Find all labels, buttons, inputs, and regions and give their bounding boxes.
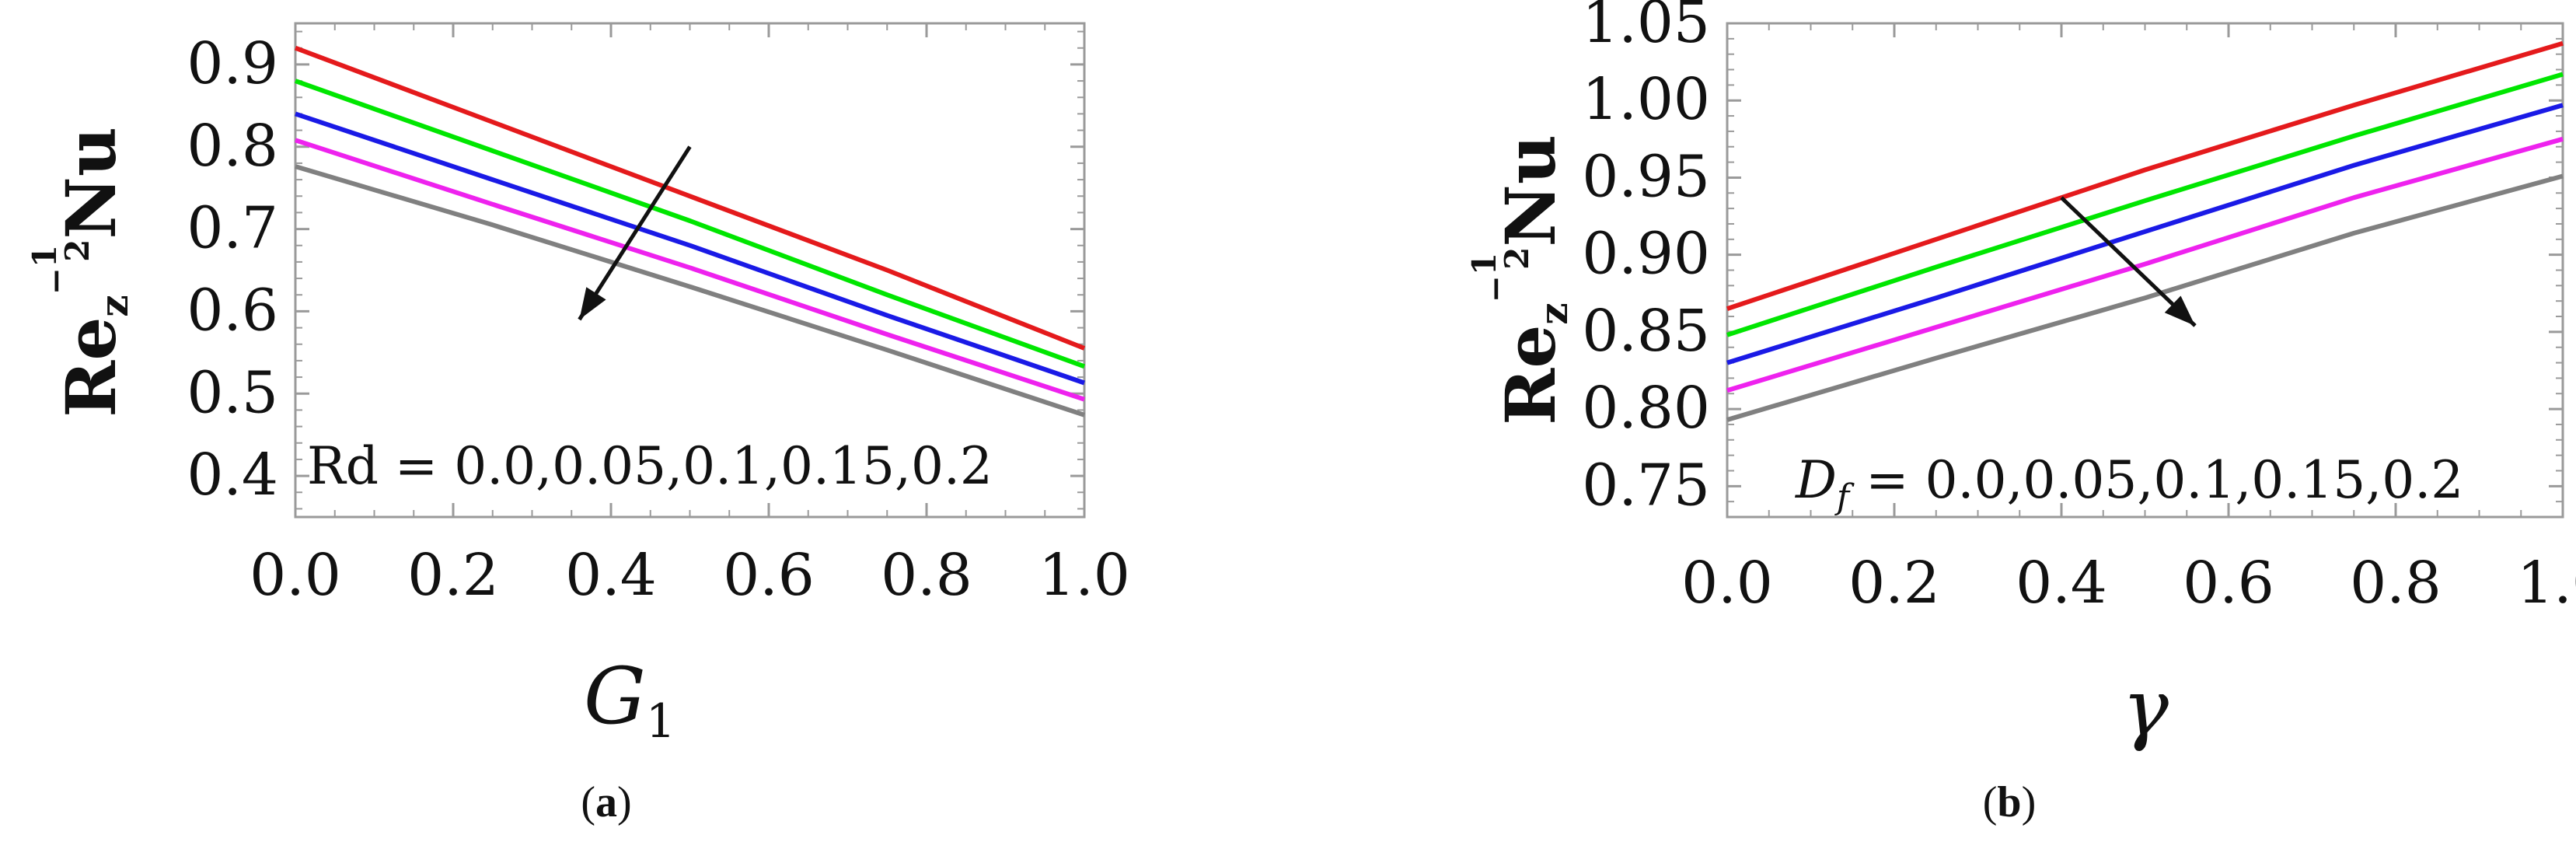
panel-b-x-tick-label: 0.2 [1848,550,1940,617]
panel-a-ylabel-minus: − [37,267,75,295]
panel-a-ylabel-base: Re [51,317,131,418]
panel-b-y-tick-label: 1.05 [1582,0,1710,56]
panel-b-y-tick-label: 0.75 [1582,452,1710,519]
panel-a-x-tick-label: 0.8 [881,542,972,609]
panel-a: 0.0 0.2 0.4 0.6 0.8 1.0 0.4 0.5 0.6 0.7 0.8 0.9 Rd … [26,22,1130,826]
panel-a-annotation: Rd = 0.0,0.05,0.1,0.15,0.2 [307,436,993,496]
panel-b-x-tick-label: 0.8 [2350,550,2442,617]
panel-a-y-tick-label: 0.6 [187,277,278,344]
panel-b-x-tick-label: 1.0 [2517,550,2576,617]
panel-b-xlabel: γ [2122,662,2169,753]
panel-b-y-tick-label: 1.00 [1582,66,1710,133]
panel-b-frame [1726,22,2564,519]
panel-b-series-line-5 [1726,173,2564,422]
panel-a-x-tick-label: 0.4 [565,542,657,609]
panel-b-ylabel-tail: Nu [1490,135,1571,246]
panel-b: 0.0 0.2 0.4 0.6 0.8 1.0 0.75 0.80 0.85 0.90 0.95 1.… [1465,0,2576,826]
panel-b-series-line-2 [1726,72,2564,337]
panel-b-annotation-values: = 0.0,0.05,0.1,0.15,0.2 [1849,450,2463,510]
panel-a-series-line-5 [295,164,1085,418]
panel-b-x-tick-label: 0.6 [2183,550,2274,617]
panel-a-y-tick-label: 0.8 [187,113,278,180]
panel-b-ylabel-sub: z [1531,302,1576,324]
panel-a-x-tick-label: 0.6 [723,542,815,609]
panel-a-ylabel-sub: z [91,295,137,316]
panel-b-x-tick-label: 0.4 [2016,550,2107,617]
panel-a-y-tick-label: 0.4 [187,442,278,508]
panel-b-annotation-symbol: D [1795,450,1837,510]
panel-b-y-tick-label: 0.85 [1582,298,1710,365]
panel-a-trend-arrow-head [579,287,606,320]
svg-text:Rez−12Nu: Rez−12Nu [26,127,137,418]
panel-b-x-tick-label: 0.0 [1681,550,1773,617]
panel-a-series-line-3 [295,111,1085,386]
panel-a-ylabel-frac-num: 1 [26,245,64,267]
panel-b-ylabel: Rez−12Nu [1465,135,1576,425]
panel-a-ylabel-tail: Nu [51,127,131,239]
panel-a-caption-letter: a [595,778,617,826]
panel-a-y-tick-label: 0.5 [187,359,278,426]
panel-b-y-tick-label: 0.95 [1582,143,1710,210]
panel-a-ylabel: Rez−12Nu [26,127,137,418]
panel-a-x-tick-label: 0.0 [250,542,341,609]
panel-b-annotation: Df = 0.0,0.05,0.1,0.15,0.2 [1795,450,2463,517]
panel-b-plot: 0.0 0.2 0.4 0.6 0.8 1.0 0.75 0.80 0.85 0.90 0.95 1.… [1582,0,2576,617]
panel-a-y-tick-label: 0.9 [187,30,278,97]
svg-text:Rez−12Nu: Rez−12Nu [1465,135,1576,425]
panel-a-series-line-2 [294,79,1086,369]
panel-b-ylabel-frac-num: 1 [1465,253,1503,275]
panel-a-caption: (a) [581,778,631,826]
panel-a-y-tick-label: 0.7 [187,195,278,262]
panel-b-ylabel-frac-den: 2 [1498,247,1536,270]
panel-b-caption: (b) [1983,778,2036,826]
panel-b-series-line-1 [1726,40,2564,311]
panel-a-xlabel: G1 [584,651,675,749]
panel-a-plot: 0.0 0.2 0.4 0.6 0.8 1.0 0.4 0.5 0.6 0.7 0.8 0.9 [187,22,1130,609]
panel-a-xlabel-sub: 1 [646,694,675,749]
panel-a-xlabel-main: G [584,651,646,742]
panel-b-y-tick-label: 0.80 [1582,375,1710,442]
panel-a-trend-arrow-shaft [578,145,692,321]
panel-b-ylabel-base: Re [1490,325,1571,425]
panel-b-ylabel-minus: − [1476,275,1514,302]
panel-b-series-line-4 [1726,136,2564,393]
panel-b-caption-letter: b [1997,778,2021,826]
panel-a-x-tick-label: 0.2 [407,542,499,609]
panel-a-x-tick-label: 1.0 [1038,542,1130,609]
panel-b-trend-arrow-head [2164,295,2195,326]
panel-b-y-tick-label: 0.90 [1582,221,1710,288]
panel-a-ylabel-frac-den: 2 [58,239,96,262]
panel-a-series-line-4 [295,138,1085,402]
panel-b-series-line-3 [1726,103,2564,365]
panel-a-series-line-1 [294,45,1086,351]
